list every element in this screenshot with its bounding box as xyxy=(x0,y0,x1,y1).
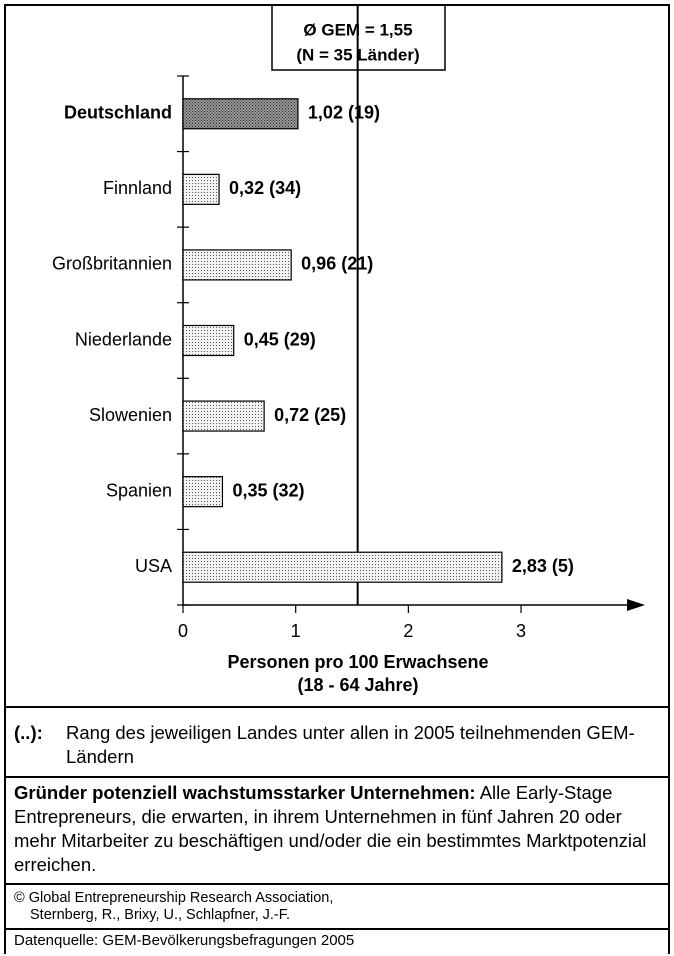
category-label: Finnland xyxy=(103,178,172,198)
category-label: Deutschland xyxy=(64,103,172,123)
note-text: Alle Early-Stage Entrepreneurs, die erwa… xyxy=(14,782,647,875)
separator xyxy=(4,706,670,708)
value-label: 0,35 (32) xyxy=(232,480,304,500)
separator xyxy=(4,776,670,778)
value-label: 1,02 (19) xyxy=(308,103,380,123)
chart: Personen pro 100 Erwachsene (18 - 64 Jah… xyxy=(52,6,645,695)
copyright-line: Sternberg, R., Brixy, U., Schlapfner, J.… xyxy=(30,907,291,923)
note-term: Gründer potenziell wachstumsstarker Unte… xyxy=(14,782,476,803)
value-label: 0,45 (29) xyxy=(244,329,316,349)
value-label: 0,96 (21) xyxy=(301,254,373,274)
note: (..): Rang des jeweiligen Landes unter a… xyxy=(14,721,662,769)
category-label: Spanien xyxy=(106,480,172,500)
note-text: Rang des jeweiligen Landes unter allen i… xyxy=(66,722,635,767)
x-axis-label: Personen pro 100 Erwachsene xyxy=(227,652,488,672)
reference-sublabel: (N = 35 Länder) xyxy=(296,45,419,64)
x-axis-sublabel: (18 - 64 Jahre) xyxy=(297,675,418,695)
bar xyxy=(182,476,224,508)
category-label: Großbritannien xyxy=(52,254,172,274)
bar xyxy=(182,98,299,130)
separator xyxy=(4,928,670,930)
source: Datenquelle: GEM-Bevölkerungsbefragungen… xyxy=(14,932,355,949)
x-tick-label: 0 xyxy=(178,621,188,641)
bar xyxy=(182,324,235,357)
separator xyxy=(4,883,670,885)
reference-label: Ø GEM = 1,55 xyxy=(303,20,412,39)
bar xyxy=(182,249,292,281)
value-label: 0,72 (25) xyxy=(274,405,346,425)
x-tick-label: 1 xyxy=(291,621,301,641)
category-label: Niederlande xyxy=(75,329,172,349)
value-label: 0,32 (34) xyxy=(229,178,301,198)
x-tick-label: 3 xyxy=(516,621,526,641)
note-term: (..): xyxy=(14,722,43,743)
value-label: 2,83 (5) xyxy=(512,556,574,576)
bar xyxy=(182,400,265,432)
copyright-line: © Global Entrepreneurship Research Assoc… xyxy=(14,890,334,906)
frame xyxy=(4,4,670,954)
copyright: © Global Entrepreneurship Research Assoc… xyxy=(14,890,662,924)
note: Gründer potenziell wachstumsstarker Unte… xyxy=(14,781,662,877)
x-tick-label: 2 xyxy=(403,621,413,641)
category-label: Slowenien xyxy=(89,405,172,425)
category-label: USA xyxy=(135,556,172,576)
bar xyxy=(182,551,503,583)
x-axis-arrow xyxy=(627,599,645,611)
bar xyxy=(182,173,220,205)
